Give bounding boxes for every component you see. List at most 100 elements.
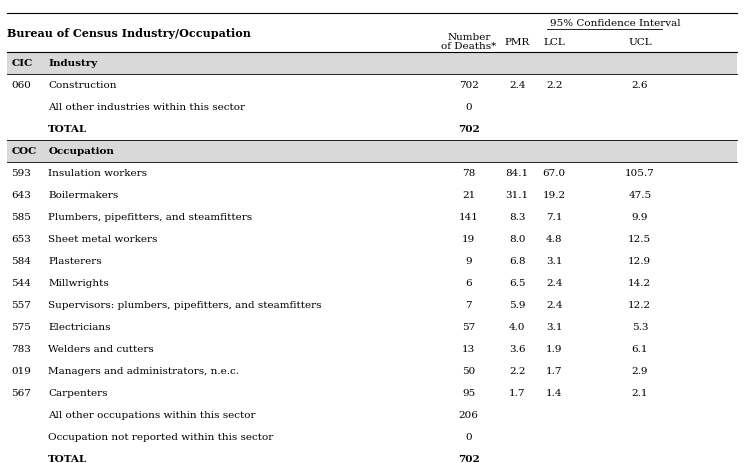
Text: Millwrights: Millwrights (48, 279, 109, 288)
Bar (7, 206, 737, 228)
Bar (7, 338, 737, 360)
Bar (7, 448, 737, 463)
Bar (7, 250, 737, 272)
Text: Managers and administrators, n.e.c.: Managers and administrators, n.e.c. (48, 367, 240, 375)
Text: 5.3: 5.3 (632, 323, 648, 332)
Text: 2.2: 2.2 (509, 367, 525, 375)
Text: 585: 585 (11, 213, 31, 222)
Bar (7, 294, 737, 316)
Bar (7, 426, 737, 448)
Text: 50: 50 (462, 367, 475, 375)
Text: 702: 702 (459, 81, 478, 90)
Text: 6.8: 6.8 (509, 257, 525, 266)
Text: 95% Confidence Interval: 95% Confidence Interval (551, 19, 681, 28)
Text: 6.1: 6.1 (632, 344, 648, 354)
Text: 95: 95 (462, 388, 475, 397)
Bar (7, 404, 737, 426)
Text: 7.1: 7.1 (546, 213, 562, 222)
Text: CIC: CIC (11, 59, 33, 68)
Bar (7, 119, 737, 140)
Text: PMR: PMR (504, 38, 530, 47)
Text: 0: 0 (466, 103, 472, 112)
Text: 57: 57 (462, 323, 475, 332)
Text: 2.1: 2.1 (632, 388, 648, 397)
Text: 544: 544 (11, 279, 31, 288)
Bar (7, 163, 737, 184)
Text: TOTAL: TOTAL (48, 454, 88, 463)
Text: 1.7: 1.7 (509, 388, 525, 397)
Text: 8.3: 8.3 (509, 213, 525, 222)
Bar (7, 272, 737, 294)
Text: 019: 019 (11, 367, 31, 375)
Text: 567: 567 (11, 388, 31, 397)
Text: Insulation workers: Insulation workers (48, 169, 147, 178)
Text: Industry: Industry (48, 59, 97, 68)
Text: 21: 21 (462, 191, 475, 200)
Text: 4.0: 4.0 (509, 323, 525, 332)
Bar (7, 140, 737, 163)
Text: 3.1: 3.1 (546, 323, 562, 332)
Bar (7, 14, 737, 53)
Text: 13: 13 (462, 344, 475, 354)
Bar (7, 360, 737, 382)
Text: 31.1: 31.1 (505, 191, 529, 200)
Text: Bureau of Census Industry/Occupation: Bureau of Census Industry/Occupation (7, 28, 251, 38)
Text: 653: 653 (11, 235, 31, 244)
Text: 67.0: 67.0 (542, 169, 566, 178)
Text: Plumbers, pipefitters, and steamfitters: Plumbers, pipefitters, and steamfitters (48, 213, 252, 222)
Bar (7, 228, 737, 250)
Text: TOTAL: TOTAL (48, 125, 88, 134)
Text: 2.2: 2.2 (546, 81, 562, 90)
Text: Number: Number (447, 33, 490, 42)
Text: 9.9: 9.9 (632, 213, 648, 222)
Text: All other industries within this sector: All other industries within this sector (48, 103, 246, 112)
Text: Construction: Construction (48, 81, 117, 90)
Text: 141: 141 (459, 213, 478, 222)
Text: Occupation not reported within this sector: Occupation not reported within this sect… (48, 432, 274, 441)
Text: Supervisors: plumbers, pipefitters, and steamfitters: Supervisors: plumbers, pipefitters, and … (48, 300, 322, 310)
Text: 584: 584 (11, 257, 31, 266)
Text: 206: 206 (459, 410, 478, 419)
Text: UCL: UCL (628, 38, 652, 47)
Text: 2.4: 2.4 (509, 81, 525, 90)
Bar (7, 96, 737, 119)
Text: Occupation: Occupation (48, 147, 115, 156)
Text: 19: 19 (462, 235, 475, 244)
Text: 702: 702 (458, 454, 480, 463)
Text: 0: 0 (466, 432, 472, 441)
Text: 8.0: 8.0 (509, 235, 525, 244)
Text: 702: 702 (458, 125, 480, 134)
Text: 2.9: 2.9 (632, 367, 648, 375)
Text: 84.1: 84.1 (505, 169, 529, 178)
Text: 78: 78 (462, 169, 475, 178)
Text: All other occupations within this sector: All other occupations within this sector (48, 410, 256, 419)
Text: 4.8: 4.8 (546, 235, 562, 244)
Text: 1.4: 1.4 (546, 388, 562, 397)
Text: 1.7: 1.7 (546, 367, 562, 375)
Text: 783: 783 (11, 344, 31, 354)
Text: 575: 575 (11, 323, 31, 332)
Text: 12.9: 12.9 (628, 257, 652, 266)
Text: 6: 6 (466, 279, 472, 288)
Bar (7, 75, 737, 96)
Text: Carpenters: Carpenters (48, 388, 108, 397)
Text: 47.5: 47.5 (628, 191, 652, 200)
Text: 060: 060 (11, 81, 31, 90)
Text: 14.2: 14.2 (628, 279, 652, 288)
Text: 2.4: 2.4 (546, 279, 562, 288)
Text: 7: 7 (466, 300, 472, 310)
Text: Welders and cutters: Welders and cutters (48, 344, 154, 354)
Text: 1.9: 1.9 (546, 344, 562, 354)
Text: Electricians: Electricians (48, 323, 111, 332)
Text: of Deaths*: of Deaths* (441, 42, 496, 51)
Text: Sheet metal workers: Sheet metal workers (48, 235, 158, 244)
Bar (7, 184, 737, 206)
Text: 557: 557 (11, 300, 31, 310)
Text: 12.2: 12.2 (628, 300, 652, 310)
Text: 6.5: 6.5 (509, 279, 525, 288)
Text: 643: 643 (11, 191, 31, 200)
Bar (7, 53, 737, 75)
Text: Boilermakers: Boilermakers (48, 191, 118, 200)
Text: 3.6: 3.6 (509, 344, 525, 354)
Text: 105.7: 105.7 (625, 169, 655, 178)
